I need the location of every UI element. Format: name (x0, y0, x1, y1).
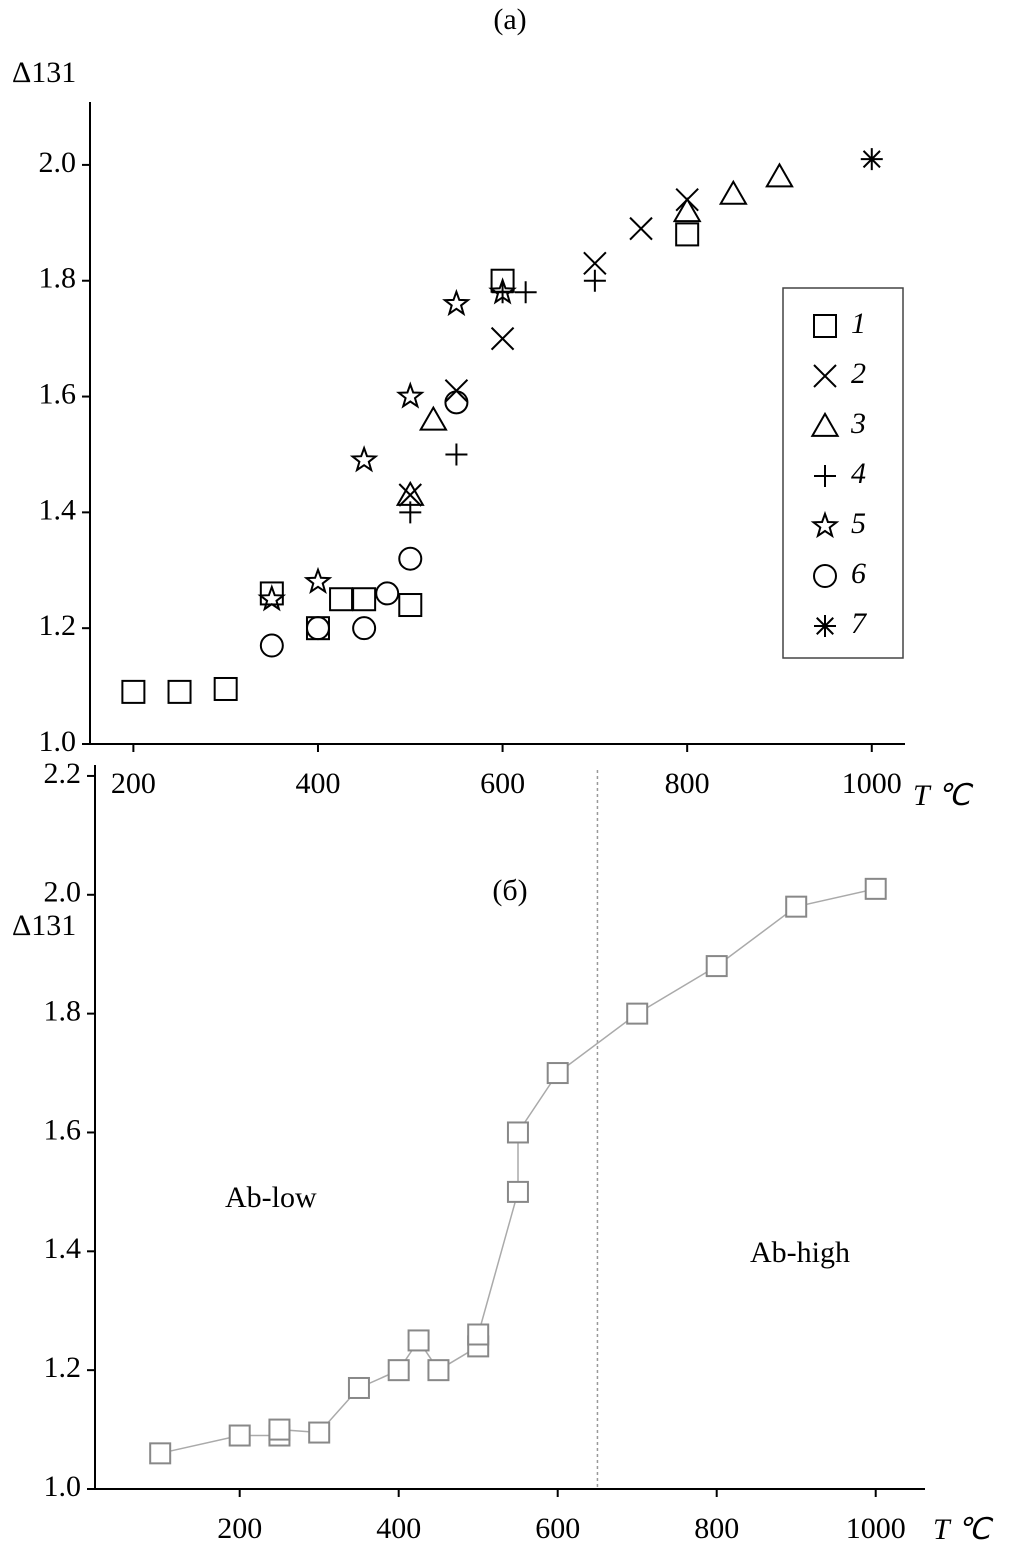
marker-triangle (810, 411, 840, 437)
marker-square (347, 1376, 370, 1399)
chart-title: (a) (493, 3, 526, 36)
annotation: Ab-high (750, 1236, 850, 1269)
marker-square (626, 1002, 649, 1025)
marker-square (407, 1329, 430, 1352)
marker-star (349, 445, 379, 473)
data-line (160, 888, 876, 1455)
marker-cross (398, 483, 422, 507)
marker-plus (445, 443, 468, 466)
marker-star (810, 510, 840, 539)
marker-cross (490, 326, 515, 351)
x-tick-label: 1000 (846, 1512, 906, 1545)
marker-square (427, 1359, 450, 1382)
marker-circle (352, 616, 377, 641)
annotation: Ab-low (225, 1181, 317, 1214)
x-tick-label: 200 (217, 1512, 262, 1545)
x-tick-label: 800 (665, 767, 710, 800)
marker-plus (814, 465, 836, 487)
marker-circle (813, 564, 837, 588)
marker-square (813, 314, 837, 338)
y-tick-label: 1.4 (44, 1232, 82, 1265)
y-tick-label: 1.2 (44, 1351, 82, 1384)
y-tick-label: 1.8 (44, 995, 82, 1028)
x-tick-label: 600 (480, 767, 525, 800)
marker-plus (583, 269, 606, 292)
marker-square (167, 679, 192, 704)
marker-square (506, 1180, 529, 1203)
marker-circle (398, 546, 423, 571)
legend-label: 7 (851, 607, 868, 640)
marker-square (213, 676, 238, 701)
y-tick-label: 1.8 (39, 262, 77, 295)
marker-asterisk (814, 615, 836, 637)
marker-square (705, 955, 728, 978)
marker-triangle (672, 197, 702, 223)
x-tick-label: 400 (295, 767, 340, 800)
x-tick-label: 400 (376, 1512, 421, 1545)
marker-triangle (765, 162, 794, 188)
y-tick-label: 2.0 (44, 876, 82, 909)
marker-square (467, 1323, 490, 1346)
marker-square (329, 587, 354, 612)
marker-star (442, 288, 471, 317)
legend-label: 4 (851, 457, 866, 490)
marker-star (303, 566, 333, 594)
marker-circle (375, 581, 400, 606)
x-tick-label: 1000 (842, 767, 902, 800)
x-axis-label: T ℃ (933, 1513, 994, 1546)
marker-star (488, 277, 517, 305)
marker-square (864, 877, 887, 900)
marker-circle (259, 633, 284, 658)
marker-square (228, 1424, 251, 1447)
marker-star (257, 584, 287, 612)
legend-label: 1 (851, 307, 866, 340)
marker-square (352, 587, 377, 612)
y-tick-label: 2.0 (39, 146, 77, 179)
marker-square (121, 679, 146, 704)
y-tick-label: 2.2 (44, 757, 82, 790)
legend-label: 2 (851, 357, 866, 390)
marker-square (398, 593, 423, 618)
marker-asterisk (860, 148, 883, 171)
marker-triangle (718, 179, 748, 205)
marker-cross (629, 216, 653, 241)
x-axis-label: T ℃ (913, 779, 974, 812)
marker-cross (813, 364, 837, 388)
legend-label: 5 (851, 507, 866, 540)
y-tick-label: 1.6 (39, 377, 77, 410)
y-axis-label: Δ131 (12, 909, 76, 942)
marker-square (675, 222, 700, 247)
marker-triangle (418, 405, 448, 431)
marker-plus (399, 501, 422, 524)
marker-cross (583, 251, 607, 276)
x-tick-label: 800 (694, 1512, 739, 1545)
legend-label: 3 (850, 407, 866, 440)
marker-square (149, 1442, 172, 1465)
marker-square (785, 895, 808, 918)
y-tick-label: 1.2 (39, 609, 77, 642)
marker-square (308, 1421, 331, 1444)
marker-square (387, 1359, 410, 1382)
x-tick-label: 200 (111, 767, 156, 800)
y-tick-label: 1.0 (44, 1470, 82, 1503)
legend-box (782, 287, 904, 659)
marker-square (546, 1062, 569, 1085)
legend-label: 6 (851, 557, 866, 590)
y-tick-label: 1.0 (39, 725, 77, 758)
marker-circle (305, 616, 330, 641)
y-tick-label: 1.6 (44, 1113, 82, 1146)
marker-square (268, 1418, 291, 1441)
marker-plus (514, 281, 537, 304)
chart-title: (б) (492, 874, 527, 907)
marker-circle (444, 390, 469, 415)
y-axis-label: Δ131 (12, 56, 76, 89)
marker-square (506, 1121, 529, 1144)
y-tick-label: 1.4 (39, 493, 77, 526)
x-tick-label: 600 (535, 1512, 580, 1545)
marker-star (396, 381, 425, 409)
